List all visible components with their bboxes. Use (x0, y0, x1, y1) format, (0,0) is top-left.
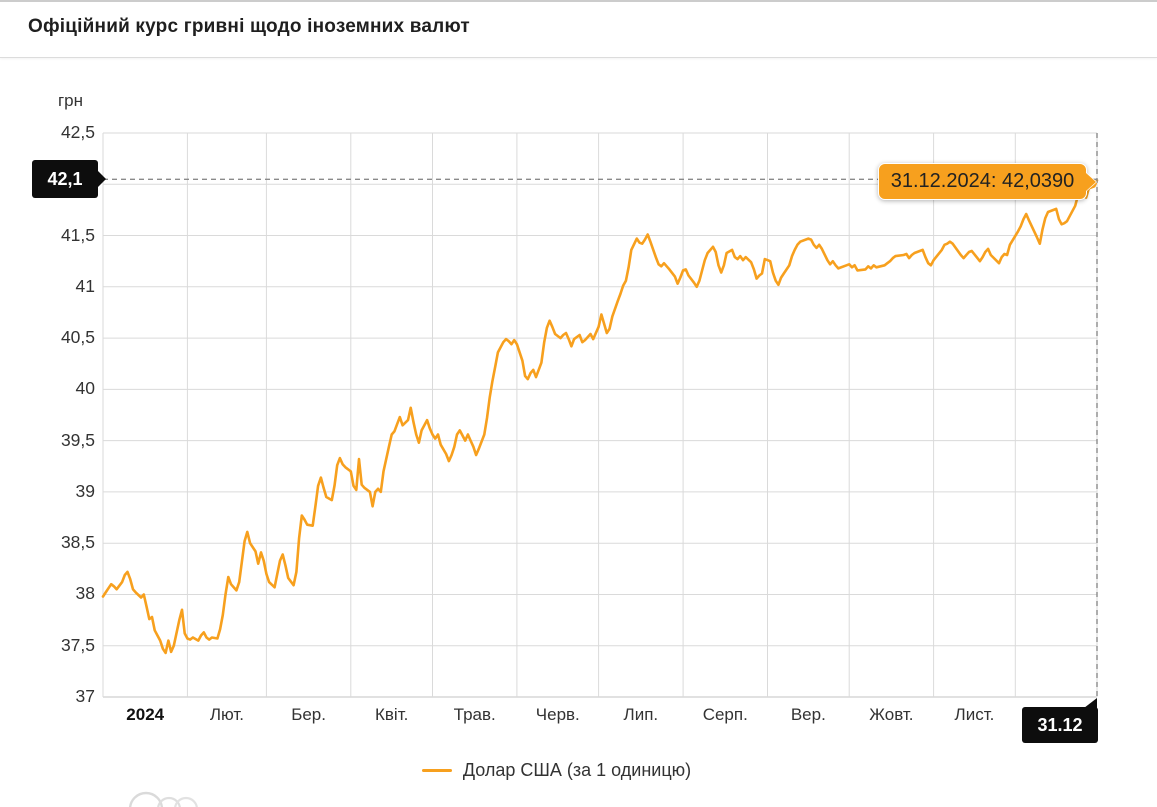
legend-line-marker-icon (421, 769, 452, 772)
crosshair-y-value: 42,1 (47, 168, 83, 189)
crosshair-y-axis-badge: 42,1 (32, 160, 106, 198)
chart-legend: Долар США (за 1 одиницю) (0, 760, 1157, 781)
y-tick-label: 40 (75, 378, 95, 399)
crosshair-x-value: 31.12 (1037, 714, 1083, 735)
tooltip-text: 31.12.2024: 42,0390 (890, 170, 1075, 192)
y-tick-label: 40,5 (60, 327, 95, 348)
x-tick-label: 2024 (126, 705, 165, 724)
y-tick-label: 41 (75, 275, 95, 296)
crosshair-x-axis-badge: 31.12 (1022, 698, 1098, 743)
legend-label: Долар США (за 1 одиницю) (462, 760, 692, 780)
y-tick-label: 37 (75, 686, 95, 706)
x-tick-label: Жовт. (869, 705, 914, 724)
y-tick-label: 38 (75, 583, 95, 604)
y-axis-unit-label: грн (57, 91, 83, 110)
x-tick-label: Бер. (291, 705, 326, 724)
x-tick-label: Лип. (623, 705, 659, 724)
legend-item-usd[interactable]: Долар США (за 1 одиницю) (421, 760, 692, 781)
x-tick-label: Лист. (954, 705, 995, 724)
x-tick-label: Квіт. (374, 705, 409, 724)
x-tick-label: Трав. (453, 705, 496, 724)
y-tick-label: 39,5 (60, 429, 95, 450)
data-point-tooltip: 31.12.2024: 42,0390 (878, 163, 1087, 200)
y-tick-label: 41,5 (60, 224, 95, 245)
x-tick-label: Серп. (702, 705, 748, 724)
watermark-logo-icon (128, 791, 198, 807)
x-tick-label: Вер. (790, 705, 826, 724)
x-tick-label: Черв. (535, 705, 580, 724)
page-header: Офіційний курс гривні щодо іноземних вал… (0, 2, 1157, 58)
page-title: Офіційний курс гривні щодо іноземних вал… (28, 16, 470, 37)
y-tick-label: 42,5 (60, 122, 95, 142)
x-tick-label: Лют. (209, 705, 244, 724)
y-tick-label: 37,5 (60, 634, 95, 655)
y-tick-label: 39 (75, 480, 95, 501)
y-tick-label: 38,5 (60, 532, 95, 553)
